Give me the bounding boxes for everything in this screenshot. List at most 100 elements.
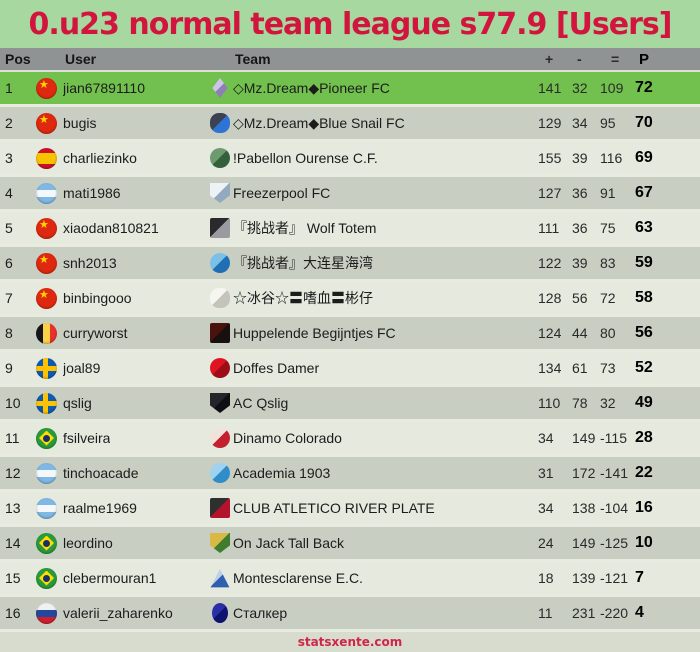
username[interactable]: charliezinko (63, 150, 137, 166)
table-rows: 1jian67891110◇Mz.Dream◆Pioneer FC1413210… (0, 72, 700, 632)
username[interactable]: snh2013 (63, 255, 117, 271)
table-header-row: Pos User Team + - = P (0, 48, 700, 72)
pos-cell: 13 (5, 500, 21, 516)
team-name[interactable]: Academia 1903 (233, 465, 331, 481)
team-cell: Doffes Damer (210, 358, 538, 378)
points-cell: 28 (635, 429, 653, 446)
user-cell: snh2013 (36, 252, 210, 274)
user-cell: leordino (36, 532, 210, 554)
table-row: 8 curryworst Huppelende Begijntjes FC 124 44… (0, 317, 700, 352)
pos-cell: 9 (5, 360, 13, 376)
username[interactable]: raalme1969 (63, 500, 137, 516)
pos-cell: 8 (5, 325, 13, 341)
team-logo-icon (210, 463, 230, 483)
team-logo-icon (210, 498, 230, 518)
team-cell: Academia 1903 (210, 463, 538, 483)
username[interactable]: binbingooo (63, 290, 132, 306)
team-cell: Montesclarense E.C. (210, 568, 538, 588)
argentina-flag-icon (36, 497, 57, 519)
minus-cell: 36 (572, 220, 588, 236)
equals-cell: -220 (600, 605, 629, 621)
plus-cell: 34 (538, 500, 554, 516)
team-name[interactable]: CLUB ATLETICO RIVER PLATE (233, 500, 435, 516)
plus-cell: 11 (538, 605, 553, 621)
username[interactable]: valerii_zaharenko (63, 605, 173, 621)
points-cell: 10 (635, 534, 653, 551)
points-cell: 69 (635, 149, 653, 166)
plus-cell: 155 (538, 150, 562, 166)
table-row: 11 fsilveira Dinamo Colorado 34 149 -115 28 (0, 422, 700, 457)
points-cell: 52 (635, 359, 653, 376)
team-cell: ◇Mz.Dream◆Blue Snail FC (210, 113, 538, 133)
statsxente-link[interactable]: statsxente.com (297, 635, 403, 649)
team-name[interactable]: Huppelende Begijntjes FC (233, 325, 396, 341)
table-row: 6 snh2013 『挑战者』大连星海湾 122 39 83 59 (0, 247, 700, 282)
team-name[interactable]: Сталкер (233, 605, 288, 621)
team-logo-icon (210, 288, 230, 308)
table-row: 7 binbingooo ☆冰谷☆〓嗜血〓彬仔 128 56 72 58 (0, 282, 700, 317)
minus-cell: 32 (572, 80, 588, 96)
minus-cell: 34 (572, 115, 588, 131)
team-name[interactable]: ◇Mz.Dream◆Pioneer FC (233, 79, 390, 96)
team-name[interactable]: Freezerpool FC (233, 185, 331, 201)
points-cell: 7 (635, 569, 644, 586)
username[interactable]: joal89 (63, 360, 101, 376)
china-flag-icon (36, 217, 57, 239)
team-name[interactable]: Dinamo Colorado (233, 430, 342, 446)
russia-flag-icon (36, 602, 57, 624)
team-name[interactable]: 『挑战者』 Wolf Totem (233, 220, 377, 236)
username[interactable]: qslig (63, 395, 92, 411)
team-logo-icon (210, 393, 230, 413)
plus-cell: 18 (538, 570, 554, 586)
equals-cell: 72 (600, 290, 616, 306)
spain-flag-icon (36, 147, 57, 169)
username[interactable]: jian67891110 (63, 80, 146, 96)
minus-cell: 149 (572, 535, 596, 551)
points-cell: 16 (635, 499, 653, 516)
team-logo-icon (210, 323, 230, 343)
team-logo-icon (210, 183, 230, 203)
sweden-flag-icon (36, 357, 57, 379)
team-name[interactable]: !Pabellon Ourense C.F. (233, 150, 378, 166)
username[interactable]: curryworst (63, 325, 128, 341)
username[interactable]: tinchoacade (63, 465, 139, 481)
team-name[interactable]: Doffes Damer (233, 360, 320, 376)
footer: statsxente.com (0, 632, 700, 652)
team-name[interactable]: AC Qslig (233, 395, 289, 411)
plus-cell: 141 (538, 80, 562, 96)
team-name[interactable]: ☆冰谷☆〓嗜血〓彬仔 (233, 290, 373, 306)
equals-cell: -121 (600, 570, 629, 586)
team-cell: On Jack Tall Back (210, 533, 538, 553)
points-cell: 49 (635, 394, 653, 411)
team-logo-icon (210, 358, 230, 378)
username[interactable]: mati1986 (63, 185, 121, 201)
username[interactable]: clebermouran1 (63, 570, 157, 586)
user-cell: raalme1969 (36, 497, 210, 519)
username[interactable]: leordino (63, 535, 113, 551)
pos-cell: 5 (5, 220, 13, 236)
plus-cell: 24 (538, 535, 554, 551)
brazil-flag-icon (36, 567, 57, 589)
username[interactable]: bugis (63, 115, 97, 131)
points-cell: 72 (635, 79, 653, 96)
header-points: P (639, 50, 650, 68)
username[interactable]: fsilveira (63, 430, 111, 446)
minus-cell: 56 (572, 290, 588, 306)
points-cell: 70 (635, 114, 653, 131)
team-name[interactable]: 『挑战者』大连星海湾 (233, 255, 373, 271)
username[interactable]: xiaodan810821 (63, 220, 159, 236)
pos-cell: 3 (5, 150, 13, 166)
plus-cell: 127 (538, 185, 562, 201)
team-name[interactable]: Montesclarense E.C. (233, 570, 363, 586)
table-row: 10 qslig AC Qslig 110 78 32 49 (0, 387, 700, 422)
team-cell: Сталкер (210, 603, 538, 623)
table-row: 5 xiaodan810821 『挑战者』 Wolf Totem 111 36 75 63 (0, 212, 700, 247)
team-name[interactable]: ◇Mz.Dream◆Blue Snail FC (233, 114, 405, 131)
team-name[interactable]: On Jack Tall Back (233, 535, 345, 551)
pos-cell: 10 (5, 395, 21, 411)
user-cell: joal89 (36, 357, 210, 379)
points-cell: 58 (635, 289, 653, 306)
pos-cell: 12 (5, 465, 21, 481)
user-cell: tinchoacade (36, 462, 210, 484)
team-logo-icon (210, 218, 230, 238)
